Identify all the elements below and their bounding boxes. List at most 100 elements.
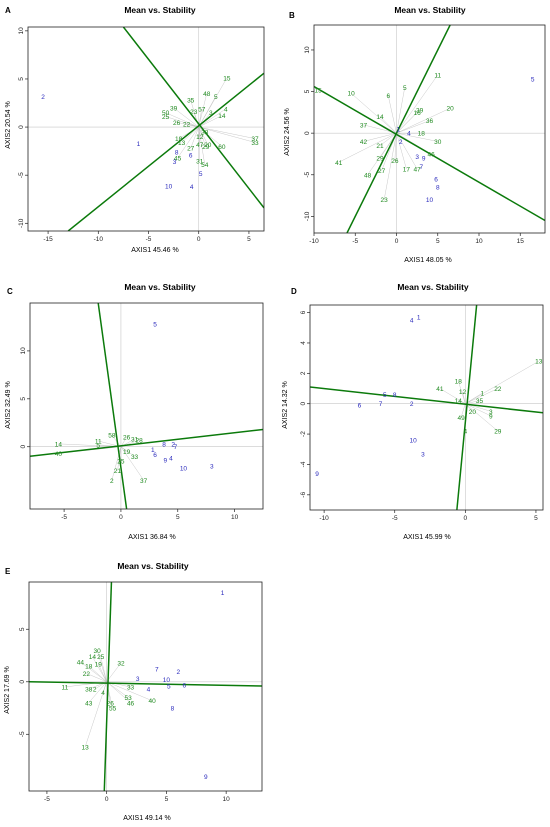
- genotype-vector: [92, 656, 107, 682]
- genotype-vector: [173, 107, 199, 128]
- panel-e: E Mean vs. Stability AXIS1 49.14 % AXIS2…: [4, 561, 263, 822]
- genotype-point: 39: [170, 105, 178, 112]
- environment-point: 2: [171, 441, 175, 448]
- genotype-point: 12: [459, 389, 467, 396]
- x-tick-label: -10: [94, 236, 104, 243]
- guide-line: [67, 72, 264, 231]
- guide-line: [103, 582, 113, 791]
- chart-title: Mean vs. Stability: [397, 282, 469, 292]
- genotype-point: 13: [178, 140, 186, 147]
- panel-c: C Mean vs. Stability AXIS1 36.84 % AXIS2…: [5, 282, 264, 541]
- y-tick-label: 5: [20, 397, 27, 401]
- x-tick-label: 5: [247, 236, 251, 243]
- environment-point: 7: [174, 444, 178, 451]
- environment-point: 5: [383, 392, 387, 399]
- genotype-point: 2: [93, 687, 97, 694]
- x-tick-label: 15: [517, 238, 525, 245]
- genotype-vector: [84, 681, 107, 747]
- genotype-point: 46: [428, 151, 436, 158]
- genotype-point: 36: [426, 118, 434, 125]
- genotype-point: 18: [175, 136, 183, 143]
- environment-point: 8: [171, 706, 175, 713]
- guide-line: [456, 305, 478, 510]
- y-axis-label: AXIS2 24.56 %: [284, 108, 291, 155]
- panel-label: D: [291, 287, 297, 296]
- genotype-vector: [98, 663, 107, 682]
- chart-title: Mean vs. Stability: [394, 5, 466, 15]
- x-tick-label: -5: [392, 515, 398, 522]
- panel-label: C: [7, 287, 13, 296]
- genotype-vector: [465, 361, 539, 404]
- genotype-point: 6: [386, 93, 390, 100]
- genotype-point: 3: [209, 110, 213, 117]
- guide-line: [346, 25, 451, 233]
- genotype-point: 54: [201, 162, 209, 169]
- genotype-point: 23: [381, 197, 389, 204]
- genotype-point: 5: [403, 85, 407, 92]
- y-tick-label: 5: [19, 627, 26, 631]
- genotype-point: 42: [360, 139, 368, 146]
- genotype-point: 25: [97, 654, 105, 661]
- environment-point: 3: [421, 451, 425, 458]
- genotype-vector: [165, 112, 199, 128]
- x-tick-label: -10: [319, 515, 329, 522]
- genotype-vector: [396, 133, 407, 169]
- genotype-vector: [396, 74, 438, 134]
- y-tick-label: 6: [300, 310, 307, 314]
- genotype-vector: [198, 96, 216, 128]
- environment-point: 4: [410, 318, 414, 325]
- panel-d: D Mean vs. Stability AXIS1 45.99 % AXIS2…: [282, 282, 544, 541]
- environment-point: 1: [137, 141, 141, 148]
- genotype-point: 47: [196, 142, 204, 149]
- y-tick-label: 4: [300, 341, 307, 345]
- genotype-point: 29: [376, 156, 384, 163]
- x-tick-label: -5: [44, 796, 50, 803]
- guide-line: [310, 386, 543, 414]
- plot-frame: [29, 302, 264, 510]
- genotype-vector: [379, 133, 397, 146]
- genotype-point: 17: [403, 166, 411, 173]
- environment-point: 8: [162, 441, 166, 448]
- genotype-vector: [458, 400, 466, 404]
- genotype-point: 14: [89, 654, 97, 661]
- genotype-point: 3: [489, 409, 493, 416]
- guide-line: [97, 303, 128, 509]
- environment-point: 4: [190, 184, 194, 191]
- x-axis-label: AXIS1 45.46 %: [131, 247, 178, 254]
- genotype-vector: [198, 93, 207, 128]
- genotype-vector: [80, 661, 107, 682]
- genotype-vector: [96, 650, 107, 682]
- environment-point: 9: [422, 156, 426, 163]
- x-tick-label: 0: [464, 515, 468, 522]
- genotype-point: 30: [93, 648, 101, 655]
- genotype-point: 60: [218, 144, 226, 151]
- environment-point: 10: [409, 438, 417, 445]
- environment-point: 5: [153, 322, 157, 329]
- x-tick-label: 5: [534, 515, 538, 522]
- environment-point: 10: [180, 465, 188, 472]
- genotype-point: 33: [127, 685, 135, 692]
- environment-point: 8: [393, 392, 397, 399]
- genotype-point: 15: [223, 76, 231, 83]
- genotype-point: 18: [418, 131, 426, 138]
- genotype-point: 14: [218, 113, 226, 120]
- x-tick-label: 0: [105, 796, 109, 803]
- genotype-point: 21: [376, 143, 384, 150]
- genotype-point: 48: [364, 172, 372, 179]
- guide-line: [314, 85, 545, 222]
- y-tick-label: 10: [18, 27, 25, 35]
- genotype-point: 28: [135, 438, 143, 445]
- genotype-vector: [181, 126, 199, 143]
- genotype-point: 25: [162, 114, 170, 121]
- x-tick-label: 5: [436, 238, 440, 245]
- genotype-point: 2: [110, 478, 114, 485]
- genotype-point: 14: [376, 114, 384, 121]
- genotype-point: 11: [61, 685, 68, 692]
- y-tick-label: -5: [304, 171, 311, 177]
- genotype-point: 27: [378, 168, 386, 175]
- environment-point: 9: [315, 471, 319, 478]
